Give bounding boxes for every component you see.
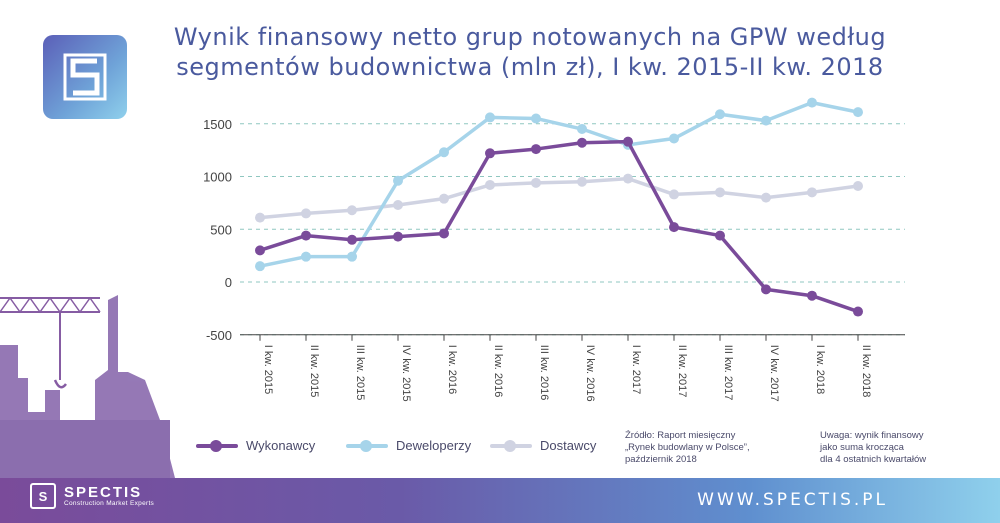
x-tick-label: II kw. 2015 bbox=[308, 345, 320, 398]
source-note: Źródło: Raport miesięczny „Rynek budowla… bbox=[625, 430, 750, 466]
data-point-dostawcy bbox=[669, 189, 679, 200]
legend-dostawcy-marker bbox=[490, 439, 532, 452]
data-point-wykonawcy bbox=[669, 222, 679, 233]
series-line-wykonawcy bbox=[259, 139, 859, 314]
legend-deweloperzy: Deweloperzy bbox=[346, 438, 471, 453]
chart-title-line-2: segmentów budownictwa (mln zł), I kw. 20… bbox=[176, 53, 884, 81]
legend-wykonawcy-label: Wykonawcy bbox=[246, 438, 316, 453]
legend-deweloperzy-marker bbox=[346, 439, 388, 452]
data-point-wykonawcy bbox=[485, 148, 495, 159]
data-point-deweloperzy bbox=[531, 113, 541, 124]
data-point-wykonawcy bbox=[531, 144, 541, 155]
x-tick-label: II kw. 2017 bbox=[676, 345, 688, 398]
data-point-wykonawcy bbox=[853, 306, 863, 317]
brand-tagline: Construction Market Experts bbox=[64, 500, 155, 507]
city-skyline-illustration bbox=[0, 295, 175, 478]
y-tick-label: 0 bbox=[225, 275, 232, 290]
data-point-dostawcy bbox=[301, 208, 311, 219]
x-tick-label: III kw. 2017 bbox=[722, 345, 734, 401]
y-axis-ticks: -500 0 500 1000 1500 bbox=[203, 117, 232, 343]
chart-title-line-1: Wynik finansowy netto grup notowanych na… bbox=[173, 23, 887, 51]
x-tick-label: II kw. 2016 bbox=[492, 345, 504, 398]
data-point-deweloperzy bbox=[761, 115, 771, 126]
legend-dostawcy: Dostawcy bbox=[490, 438, 596, 453]
s-logo-icon bbox=[63, 53, 107, 101]
x-tick-label: IV kw. 2017 bbox=[768, 345, 780, 402]
series-lines bbox=[255, 97, 863, 317]
data-point-deweloperzy bbox=[669, 133, 679, 144]
source-note-line: październik 2018 bbox=[625, 454, 697, 465]
brand-name: SPECTIS bbox=[64, 484, 143, 501]
data-point-dostawcy bbox=[347, 205, 357, 216]
data-point-wykonawcy bbox=[807, 290, 817, 301]
x-tick-label: I kw. 2015 bbox=[262, 345, 274, 395]
legend-wykonawcy: Wykonawcy bbox=[196, 438, 315, 453]
x-axis: I kw. 2015 II kw. 2015 III kw. 2015 IV kw. … bbox=[240, 334, 905, 402]
data-point-deweloperzy bbox=[577, 124, 587, 135]
data-point-wykonawcy bbox=[577, 137, 587, 148]
x-tick-label: I kw. 2017 bbox=[630, 345, 642, 395]
data-point-deweloperzy bbox=[485, 112, 495, 123]
x-tick-label: I kw. 2016 bbox=[446, 345, 458, 395]
legend-deweloperzy-label: Deweloperzy bbox=[396, 438, 472, 453]
y-tick-label: 1000 bbox=[203, 170, 232, 185]
series-line-dostawcy bbox=[259, 176, 859, 220]
x-tick-label: IV kw. 2016 bbox=[584, 345, 596, 402]
data-point-wykonawcy bbox=[623, 136, 633, 147]
data-point-wykonawcy bbox=[301, 230, 311, 241]
data-point-wykonawcy bbox=[347, 234, 357, 245]
website-link[interactable]: WWW.SPECTIS.PL bbox=[697, 490, 888, 510]
data-point-wykonawcy bbox=[761, 284, 771, 295]
data-point-wykonawcy bbox=[393, 231, 403, 242]
remark-note-line: dla 4 ostatnich kwartałów bbox=[820, 454, 927, 465]
remark-note: Uwaga: wynik finansowy jako suma krocząc… bbox=[820, 430, 926, 466]
y-tick-label: 1500 bbox=[203, 117, 232, 132]
data-point-deweloperzy bbox=[301, 251, 311, 262]
data-point-dostawcy bbox=[853, 180, 863, 191]
data-point-wykonawcy bbox=[255, 245, 265, 256]
x-tick-label: II kw. 2018 bbox=[860, 345, 872, 398]
chart-title: Wynik finansowy netto grup notowanych na… bbox=[160, 22, 900, 82]
data-point-dostawcy bbox=[577, 176, 587, 187]
spectis-logo bbox=[43, 35, 127, 119]
source-note-line: „Rynek budowlany w Polsce”, bbox=[625, 442, 750, 453]
legend-dostawcy-label: Dostawcy bbox=[540, 438, 597, 453]
x-tick-label: IV kw. 2015 bbox=[400, 345, 412, 402]
data-point-deweloperzy bbox=[853, 107, 863, 118]
legend-wykonawcy-marker bbox=[196, 439, 238, 452]
data-point-deweloperzy bbox=[439, 147, 449, 158]
data-point-deweloperzy bbox=[393, 175, 403, 186]
data-point-dostawcy bbox=[255, 212, 265, 223]
data-point-deweloperzy bbox=[255, 261, 265, 272]
footer-brand: S SPECTIS Construction Market Experts bbox=[30, 483, 154, 509]
data-point-wykonawcy bbox=[439, 228, 449, 239]
data-point-dostawcy bbox=[715, 187, 725, 198]
source-note-line: Źródło: Raport miesięczny bbox=[625, 430, 736, 441]
data-point-dostawcy bbox=[393, 199, 403, 210]
data-point-dostawcy bbox=[807, 187, 817, 198]
grid-lines bbox=[240, 123, 905, 336]
remark-note-line: jako suma krocząca bbox=[820, 442, 904, 453]
data-point-dostawcy bbox=[623, 173, 633, 184]
remark-note-line: Uwaga: wynik finansowy bbox=[820, 430, 924, 441]
x-tick-label: I kw. 2018 bbox=[814, 345, 826, 395]
data-point-dostawcy bbox=[531, 177, 541, 188]
data-point-deweloperzy bbox=[715, 109, 725, 120]
data-point-wykonawcy bbox=[715, 230, 725, 241]
series-line-deweloperzy bbox=[259, 100, 859, 268]
x-tick-label: III kw. 2016 bbox=[538, 345, 550, 401]
footer-bar: WWW.SPECTIS.PL bbox=[0, 478, 1000, 523]
data-point-dostawcy bbox=[761, 192, 771, 203]
data-point-dostawcy bbox=[439, 193, 449, 204]
data-point-deweloperzy bbox=[347, 251, 357, 262]
data-point-deweloperzy bbox=[807, 97, 817, 108]
y-tick-label: 500 bbox=[210, 222, 232, 237]
x-tick-label: III kw. 2015 bbox=[354, 345, 366, 401]
brand-logo-icon: S bbox=[30, 483, 56, 509]
data-point-dostawcy bbox=[485, 179, 495, 190]
y-tick-label: -500 bbox=[206, 328, 232, 343]
